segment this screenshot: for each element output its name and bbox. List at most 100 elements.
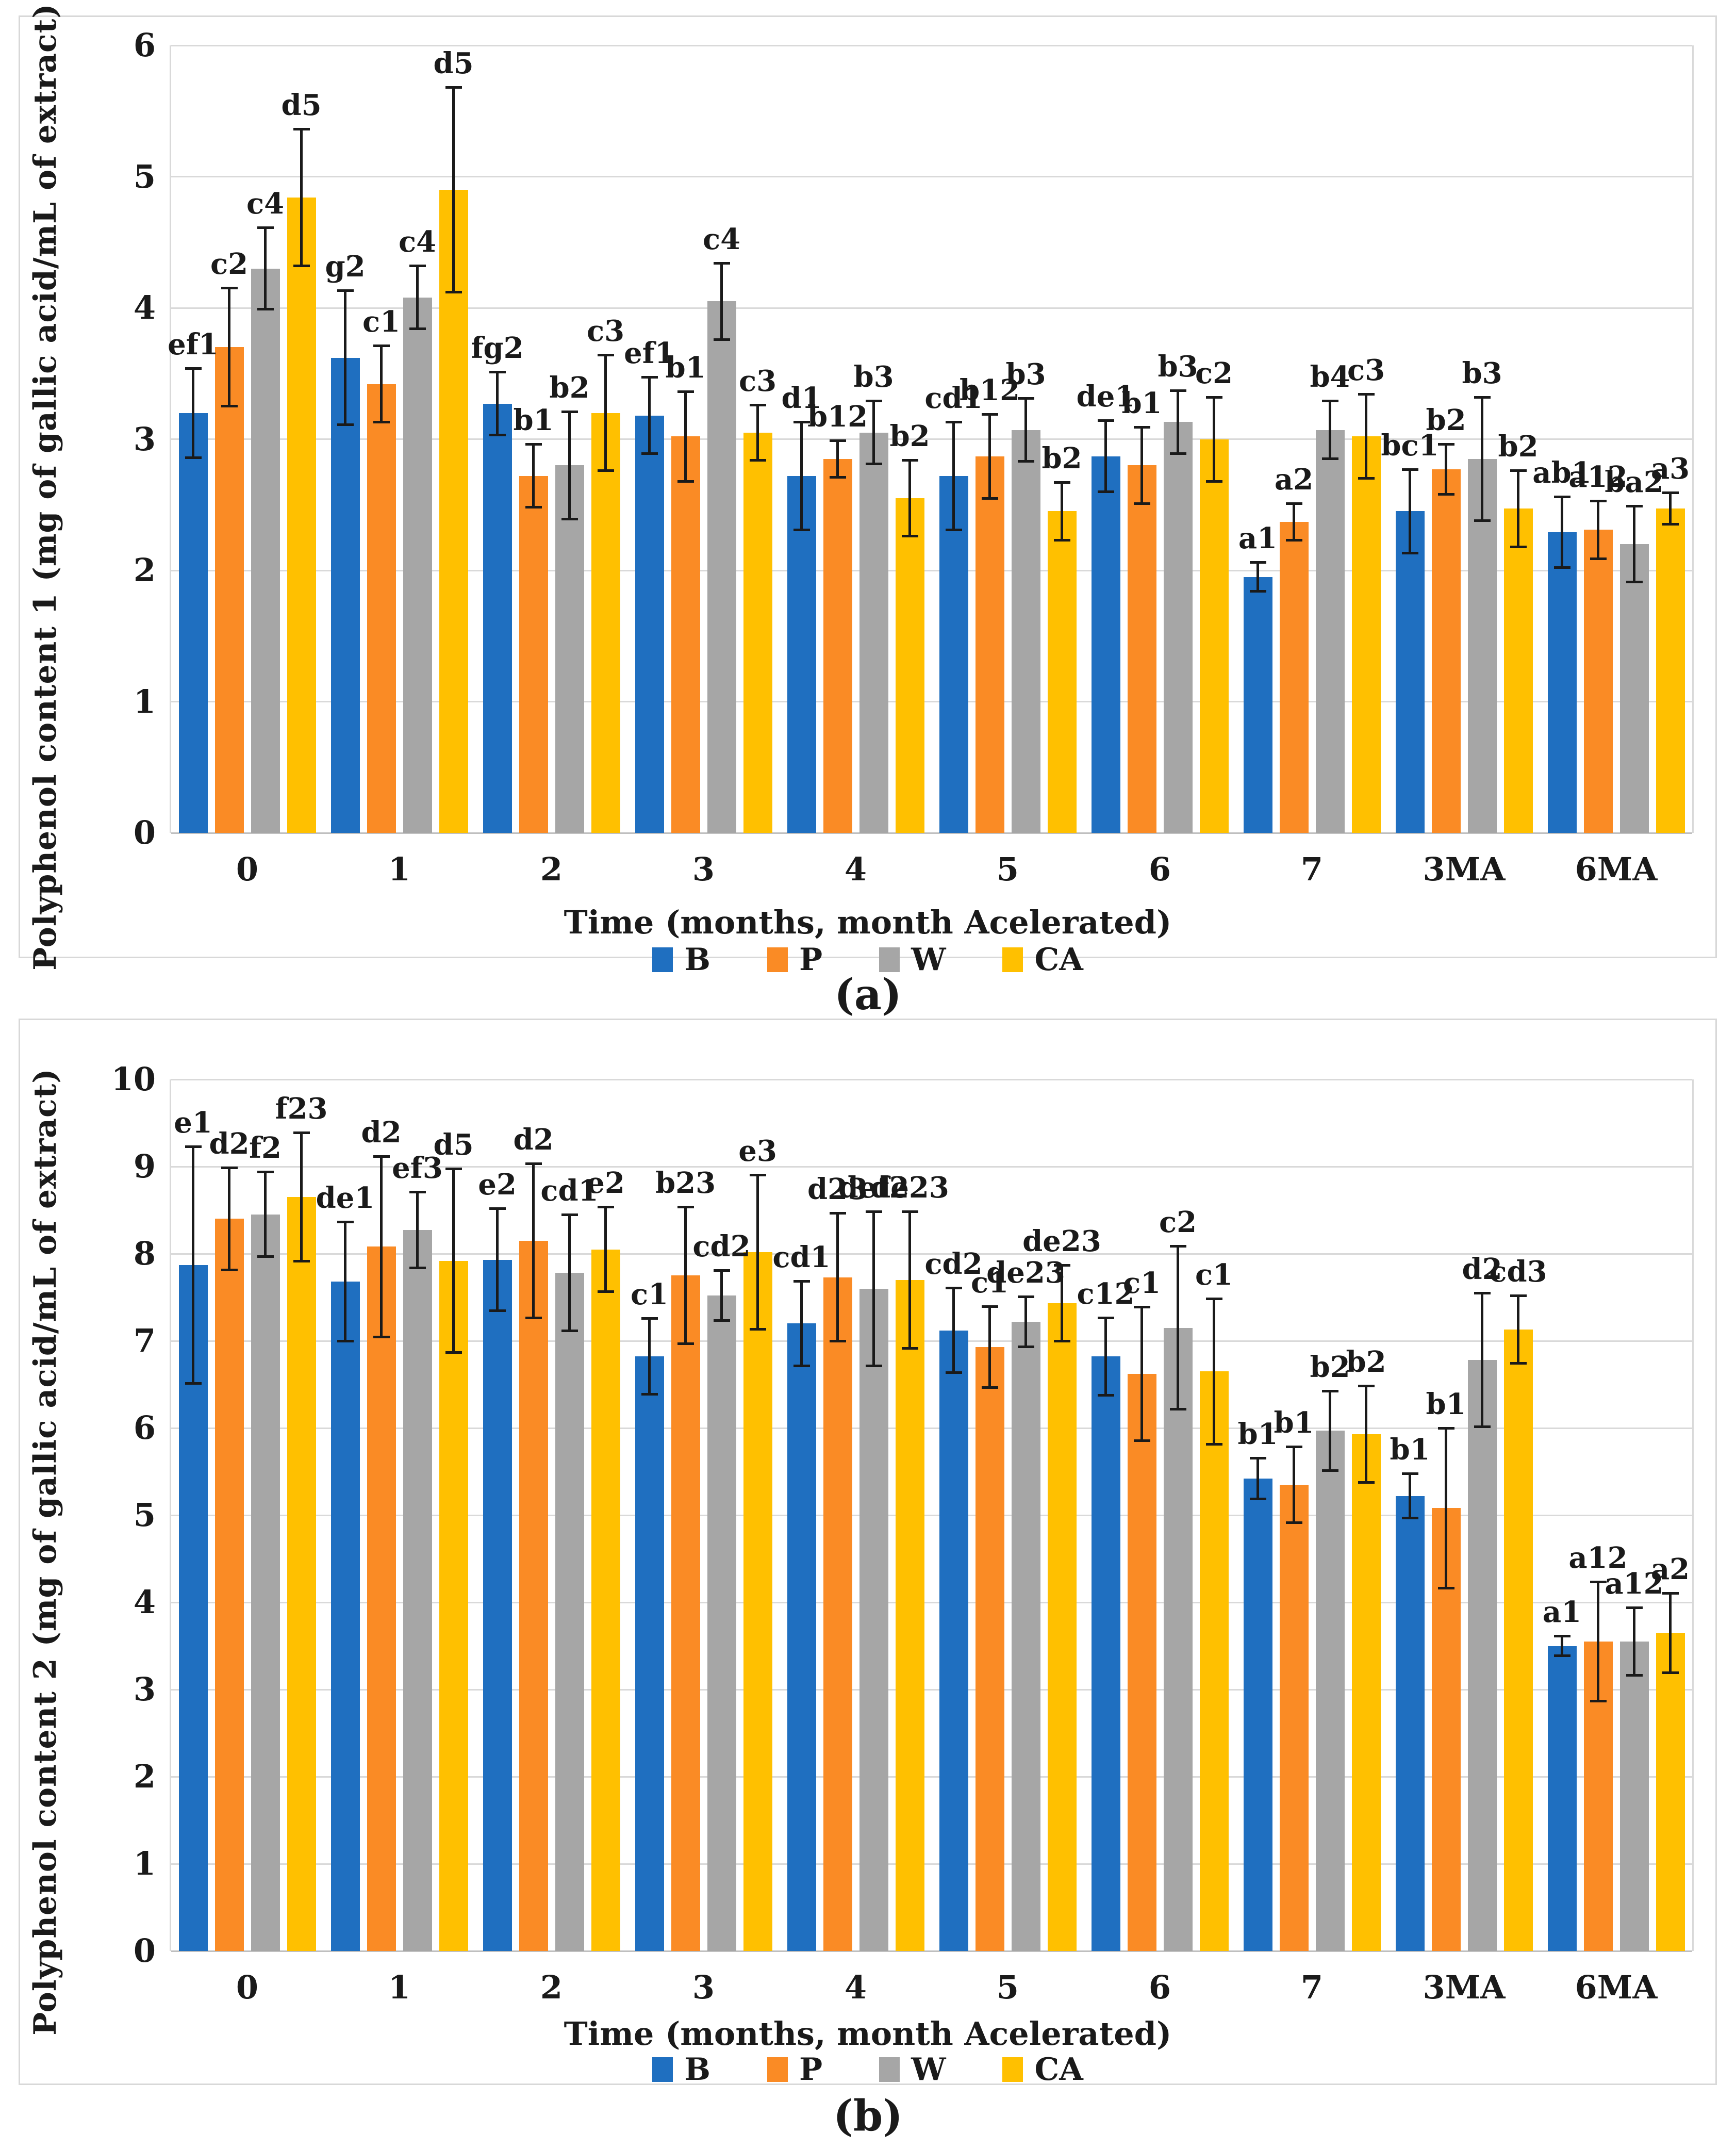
error-bar-cap-top [901, 458, 918, 462]
error-bar-CA-0 [293, 1131, 310, 1262]
error-bar-P-3MA [1437, 443, 1454, 496]
bar-B-5 [939, 475, 968, 833]
error-bar-W-6MA [1626, 1606, 1643, 1677]
error-bar-line [756, 1173, 759, 1331]
error-bar-W-7 [1321, 400, 1338, 461]
error-bar-cap-top [1401, 468, 1418, 471]
category-group-6: 6 c12 c1 c2 c1 [1077, 1079, 1236, 2003]
error-bar-line [720, 261, 723, 341]
error-bar-line [1177, 1245, 1179, 1411]
error-bar-cap-bottom [1358, 1481, 1375, 1484]
y-tick-label: 6 [133, 1409, 156, 1447]
error-bar-W-5 [1017, 1295, 1034, 1348]
bar-B-3MA [1395, 511, 1425, 833]
error-bar-line [1409, 1472, 1411, 1520]
error-bar-W-6 [1169, 389, 1186, 455]
significance-label-CA-0: f23 [275, 1092, 328, 1126]
gridline-y4 [171, 1601, 1692, 1603]
error-bar-cap-bottom [185, 456, 202, 459]
error-bar-P-1 [373, 345, 390, 423]
bar-CA-6MA [1656, 508, 1685, 833]
error-bar-cap-top [1510, 1294, 1527, 1298]
bar-W-6 [1163, 422, 1193, 833]
legend-item-W: W [879, 944, 946, 975]
error-bar-line [604, 354, 607, 472]
error-bar-cap-top [1205, 1297, 1222, 1300]
error-bar-line [1481, 396, 1483, 522]
error-bar-line [908, 1210, 911, 1350]
y-tick-label: 4 [133, 1583, 156, 1621]
error-bar-cap-bottom [489, 1309, 506, 1313]
error-bar-CA-1 [445, 86, 462, 294]
gridline-y6 [171, 44, 1692, 46]
error-bar-cap-top [981, 1305, 998, 1308]
significance-label-P-3MA: b2 [1426, 403, 1466, 438]
error-bar-cap-top [1474, 1292, 1491, 1295]
bar-CA-5 [1047, 1303, 1077, 1951]
error-bar-cap-bottom [641, 1393, 658, 1396]
error-bar-line [380, 345, 383, 423]
error-bar-P-2 [525, 1162, 542, 1319]
error-bar-line [1293, 502, 1295, 542]
category-group-3: 3 c1 b23 cd2 e3 [627, 1079, 780, 2004]
error-bar-line [1669, 491, 1672, 526]
significance-label-B-6: c12 [1077, 1276, 1135, 1311]
x-tick-label: 6 [1148, 850, 1171, 888]
error-bar-cap-bottom [489, 434, 506, 437]
error-bar-cap-bottom [1401, 1517, 1418, 1520]
error-bar-cap-bottom [1437, 493, 1454, 496]
error-bar-B-6 [1097, 419, 1114, 493]
error-bar-line [1177, 389, 1179, 455]
significance-label-B-3MA: b1 [1390, 1433, 1430, 1467]
error-bar-cap-top [829, 1211, 846, 1215]
error-bar-cap-bottom [1017, 460, 1034, 463]
gridline-y4 [171, 307, 1692, 309]
error-bar-line [452, 1167, 455, 1354]
error-bar-cap-top [1017, 1295, 1034, 1299]
error-bar-line [952, 420, 955, 531]
category-group-2: 2 fg2 b1 b2 c3 [471, 45, 627, 885]
error-bar-cap-top [829, 439, 846, 442]
error-bar-line [800, 1279, 803, 1367]
error-bar-line [908, 458, 911, 538]
error-bar-cap-bottom [1053, 539, 1070, 542]
error-bar-P-3MA [1437, 1427, 1454, 1589]
category-group-4: 4 d1 b12 b3 b2 [780, 45, 932, 885]
bar-CA-2 [591, 413, 620, 833]
significance-label-W-1: c4 [398, 225, 437, 259]
gridline-y3 [171, 1688, 1692, 1691]
significance-label-B-6MA: ab1 [1532, 455, 1592, 490]
error-bar-cap-top [1510, 469, 1527, 472]
error-bar-cap-bottom [257, 308, 274, 311]
x-tick-label: 2 [540, 1968, 563, 2006]
error-bar-cap-bottom [525, 506, 542, 509]
error-bar-CA-3 [749, 403, 766, 462]
significance-label-CA-4: de23 [870, 1170, 949, 1205]
error-bar-cap-top [257, 226, 274, 229]
bar-P-6 [1127, 1374, 1156, 1951]
error-bar-W-6 [1169, 1245, 1186, 1411]
error-bar-cap-top [749, 403, 766, 406]
gridline-y7 [171, 1340, 1692, 1342]
gridline-y5 [171, 1514, 1692, 1516]
error-bar-CA-3 [749, 1173, 766, 1331]
error-bar-W-7 [1321, 1389, 1338, 1472]
error-bar-cap-top [597, 1206, 614, 1209]
error-bar-line [872, 400, 875, 466]
error-bar-cap-top [1626, 504, 1643, 507]
error-bar-cap-bottom [981, 497, 998, 500]
error-bar-cap-bottom [1169, 1408, 1186, 1411]
bar-W-7 [1315, 430, 1345, 833]
error-bar-W-3MA [1474, 1292, 1491, 1428]
error-bar-cap-top [1437, 443, 1454, 446]
x-tick-label: 7 [1300, 1968, 1324, 2006]
error-bar-B-4 [793, 420, 810, 531]
error-bar-W-1 [409, 265, 426, 331]
error-bar-cap-top [1358, 393, 1375, 396]
error-bar-line [1256, 1456, 1259, 1501]
significance-label-W-3: cd2 [692, 1229, 751, 1264]
error-bar-cap-bottom [945, 1371, 962, 1374]
significance-label-B-6: de1 [1076, 380, 1135, 414]
significance-label-P-3: b1 [665, 351, 706, 385]
bar-P-6 [1127, 465, 1156, 833]
